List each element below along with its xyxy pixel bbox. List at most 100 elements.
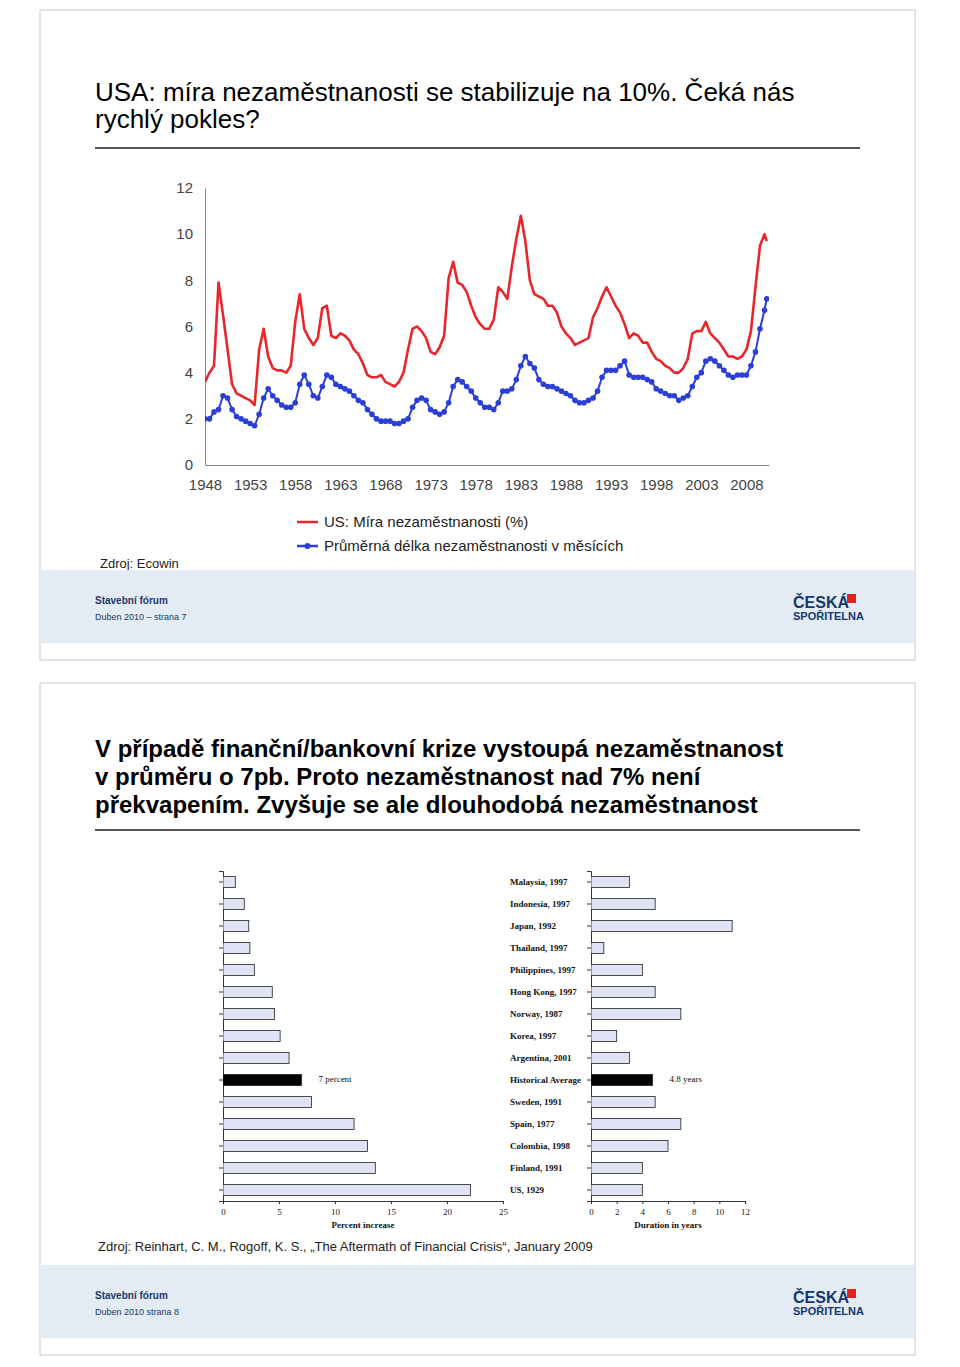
y-tick-mark — [219, 1168, 223, 1169]
line-chart: 0246810121948195319581963196819731978198… — [176, 179, 769, 554]
y-tick: 4 — [185, 364, 205, 381]
series-marker — [446, 400, 452, 406]
x-tick: 0 — [221, 1201, 226, 1217]
series-marker — [753, 349, 759, 355]
title-rule — [95, 147, 860, 149]
series-marker — [320, 384, 326, 390]
bar — [591, 1141, 668, 1152]
bar — [223, 1185, 471, 1196]
series-marker — [207, 416, 213, 422]
y-tick — [219, 926, 223, 927]
y-tick-mark — [587, 926, 591, 927]
category-label: Indonesia, 1997 — [510, 899, 571, 909]
y-tick-mark — [219, 1014, 223, 1015]
series-marker — [274, 398, 280, 404]
x-tick-label: 5 — [277, 1207, 282, 1217]
x-tick: 1968 — [369, 465, 402, 493]
x-tick: 0 — [589, 1201, 594, 1217]
bar — [591, 943, 604, 954]
page: USA: míra nezaměstnanosti se stabilizuje… — [0, 0, 960, 1367]
series-marker — [536, 377, 542, 383]
x-tick: 1983 — [505, 465, 538, 493]
y-tick-mark — [587, 1102, 591, 1103]
series-marker — [595, 388, 601, 394]
y-tick-label: 10 — [176, 225, 193, 242]
slide-title: překvapením. Zvyšuje se ale dlouhodobá n… — [95, 791, 758, 818]
y-tick-mark — [587, 992, 591, 993]
category-label: Malaysia, 1997 — [510, 877, 568, 887]
series-marker — [590, 395, 596, 401]
y-tick: 2 — [185, 410, 205, 427]
series-marker — [509, 386, 515, 392]
legend-marker — [305, 543, 311, 549]
y-tick — [219, 1124, 223, 1125]
y-tick-mark — [219, 1190, 223, 1191]
bar — [223, 987, 272, 998]
y-tick — [219, 992, 223, 993]
legend-label: US: Míra nezaměstnanosti (%) — [324, 513, 528, 530]
series-marker — [229, 407, 235, 413]
bar — [591, 965, 642, 976]
x-tick-label: 4 — [641, 1207, 646, 1217]
plot-area — [591, 877, 732, 1196]
bar — [591, 1097, 655, 1108]
series-marker — [329, 374, 335, 380]
series-marker — [270, 393, 276, 399]
bar — [591, 1075, 653, 1086]
series-marker — [288, 404, 294, 410]
series-marker — [532, 365, 538, 371]
series-marker — [757, 326, 763, 332]
y-tick-label: 4 — [185, 364, 193, 381]
series-marker — [599, 374, 605, 380]
y-tick-mark — [219, 1036, 223, 1037]
y-tick: Philippines, 1997 — [510, 965, 591, 975]
y-axis-line — [587, 872, 592, 1202]
y-tick — [219, 882, 223, 883]
category-label: Colombia, 1998 — [510, 1141, 571, 1151]
y-tick: 12 — [176, 179, 205, 196]
bar — [591, 1031, 617, 1042]
series-marker — [369, 411, 375, 417]
bar — [591, 1119, 681, 1130]
y-tick-mark — [219, 948, 223, 949]
category-label: Finland, 1991 — [510, 1163, 563, 1173]
series-marker — [622, 358, 628, 364]
bar — [223, 1097, 311, 1108]
x-tick-mark — [745, 1201, 746, 1204]
x-tick-label: 15 — [387, 1207, 397, 1217]
x-tick-label: 1983 — [505, 476, 538, 493]
category-label: Norway, 1987 — [510, 1009, 563, 1019]
slide: USA: míra nezaměstnanosti se stabilizuje… — [40, 10, 915, 660]
series-marker — [527, 361, 533, 367]
legend-swatch — [297, 521, 318, 524]
x-tick: 10 — [715, 1201, 725, 1217]
x-tick-label: 25 — [499, 1207, 509, 1217]
x-tick-label: 1993 — [595, 476, 628, 493]
x-axis: 1948195319581963196819731978198319881993… — [189, 465, 770, 493]
series-marker — [347, 388, 353, 394]
legend: US: Míra nezaměstnanosti (%) Průměrná dél… — [297, 513, 623, 554]
category-label: Hong Kong, 1997 — [510, 987, 577, 997]
series-marker — [216, 407, 222, 413]
y-tick-mark — [219, 1102, 223, 1103]
logo-symbol — [847, 594, 856, 603]
y-tick-mark — [587, 1080, 591, 1081]
y-tick: US, 1929 — [510, 1185, 591, 1195]
series-marker — [617, 363, 623, 369]
footer-date: Duben 2010 strana 8 — [95, 1307, 179, 1317]
x-axis-line — [206, 465, 770, 466]
y-tick — [219, 1080, 223, 1081]
bar — [223, 877, 235, 888]
bar — [591, 987, 655, 998]
series-marker — [265, 386, 271, 392]
y-tick-label: 8 — [185, 272, 193, 289]
y-axis-line — [205, 189, 206, 466]
bar — [223, 899, 244, 910]
series-marker — [306, 381, 312, 387]
y-tick — [219, 1102, 223, 1103]
footer-event: Stavební fórum — [95, 1290, 168, 1301]
x-axis-line — [224, 1202, 504, 1205]
legend-label: Průměrná délka nezaměstnanosti v měsícíc… — [324, 537, 623, 554]
y-axis — [219, 872, 224, 1202]
series-marker — [360, 400, 366, 406]
